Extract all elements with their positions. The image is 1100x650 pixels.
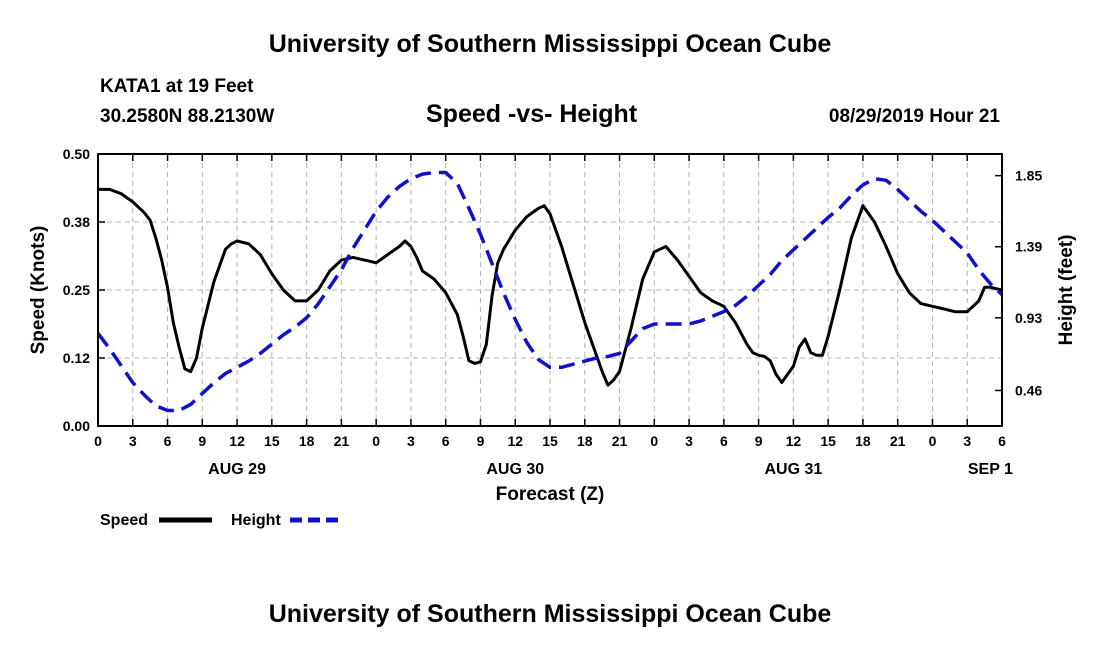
x-tick-label: 21 bbox=[334, 433, 350, 449]
y-tick-label: 0.38 bbox=[63, 214, 90, 230]
y-tick-label: 0.25 bbox=[63, 282, 90, 298]
grid-lines bbox=[98, 154, 1002, 426]
x-tick-label: 6 bbox=[720, 433, 728, 449]
x-tick-label: 21 bbox=[890, 433, 906, 449]
x-day-label: AUG 29 bbox=[208, 461, 266, 478]
x-tick-label: 0 bbox=[94, 433, 102, 449]
chart-header-title: University of Southern Mississippi Ocean… bbox=[268, 30, 832, 58]
legend-speed-label: Speed bbox=[100, 512, 148, 529]
x-tick-label: 18 bbox=[299, 433, 315, 449]
x-tick-label: 0 bbox=[929, 433, 937, 449]
y-tick-label: 0.12 bbox=[63, 350, 90, 366]
axes: 0 3 6 9 12 15 18 21 0 3 6 9 12 15 18 21 0 3 6 9 12 15 18 21 0 3 6 A… bbox=[63, 146, 1043, 478]
x-tick-label: 0 bbox=[372, 433, 380, 449]
speed-series-line bbox=[98, 187, 1002, 387]
y2-tick-label: 1.39 bbox=[1015, 239, 1042, 255]
y2-axis-label: Height (feet) bbox=[1056, 235, 1077, 346]
x-tick-label: 0 bbox=[650, 433, 658, 449]
chart-footer-title: University of Southern Mississippi Ocean… bbox=[268, 600, 832, 628]
x-tick-label: 9 bbox=[477, 433, 485, 449]
x-tick-label: 6 bbox=[442, 433, 450, 449]
height-series-line bbox=[98, 170, 1002, 413]
x-tick-label: 15 bbox=[264, 433, 280, 449]
x-tick-label: 3 bbox=[963, 433, 971, 449]
x-tick-label: 18 bbox=[855, 433, 871, 449]
y-axis-label: Speed (Knots) bbox=[28, 226, 49, 355]
x-axis-label: Forecast (Z) bbox=[496, 484, 605, 505]
x-tick-label: 18 bbox=[577, 433, 593, 449]
x-tick-label: 15 bbox=[542, 433, 558, 449]
forecast-date: 08/29/2019 Hour 21 bbox=[828, 106, 1000, 127]
coordinates-label: 30.2580N 88.2130W bbox=[100, 106, 275, 127]
y2-tick-label: 0.46 bbox=[1015, 382, 1042, 398]
x-tick-label: 12 bbox=[507, 433, 523, 449]
x-tick-label: 15 bbox=[820, 433, 836, 449]
y-tick-label: 0.50 bbox=[63, 146, 90, 162]
legend-height-label: Height bbox=[231, 512, 281, 529]
x-tick-label: 3 bbox=[685, 433, 693, 449]
series-layer bbox=[98, 170, 1002, 413]
chart-subtitle: Speed -vs- Height bbox=[426, 100, 638, 128]
x-tick-label: 9 bbox=[198, 433, 206, 449]
x-tick-label: 3 bbox=[129, 433, 137, 449]
x-tick-label: 6 bbox=[164, 433, 172, 449]
x-day-label: SEP 1 bbox=[968, 461, 1013, 478]
y2-tick-label: 0.93 bbox=[1015, 310, 1042, 326]
y2-tick-label: 1.85 bbox=[1015, 168, 1042, 184]
x-tick-label: 3 bbox=[407, 433, 415, 449]
x-tick-label: 21 bbox=[612, 433, 628, 449]
station-label: KATA1 at 19 Feet bbox=[100, 76, 254, 97]
x-tick-label: 9 bbox=[755, 433, 763, 449]
x-day-label: AUG 30 bbox=[486, 461, 544, 478]
y-tick-label: 0.00 bbox=[63, 418, 90, 434]
x-tick-label: 12 bbox=[786, 433, 802, 449]
x-tick-label: 12 bbox=[229, 433, 245, 449]
x-day-label: AUG 31 bbox=[764, 461, 822, 478]
x-tick-label: 6 bbox=[998, 433, 1006, 449]
